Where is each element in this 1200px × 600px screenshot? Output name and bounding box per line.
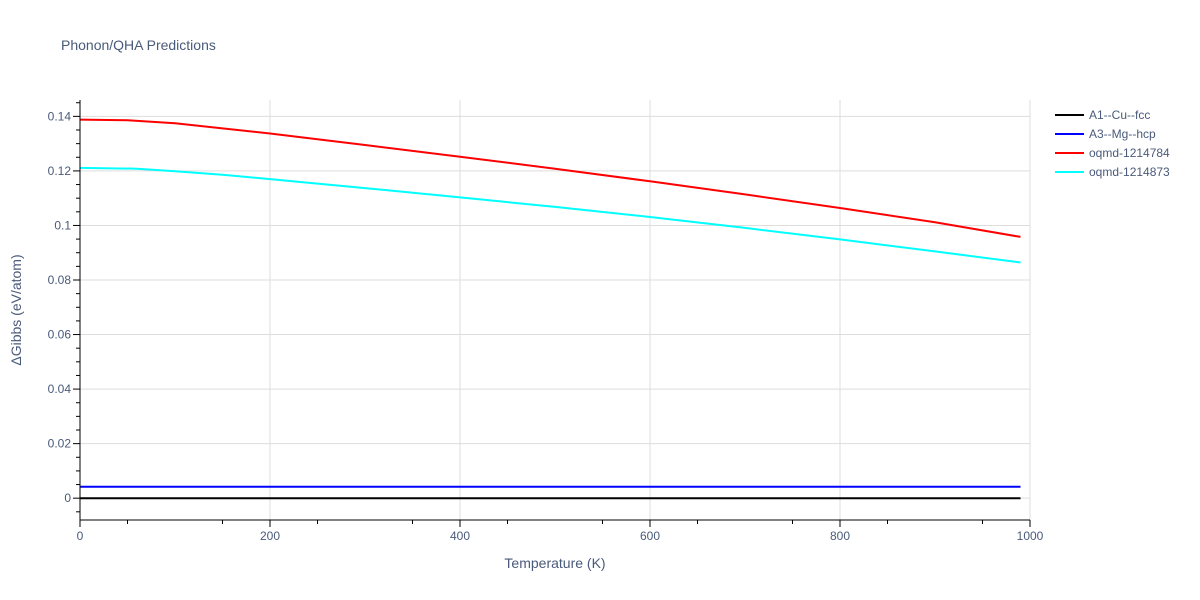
- y-tick-label: 0.12: [48, 164, 72, 178]
- y-tick-label: 0: [64, 491, 71, 505]
- axes: [79, 100, 1030, 521]
- legend-label: A3--Mg--hcp: [1089, 127, 1156, 141]
- x-tick-label: 600: [640, 529, 660, 543]
- legend-item[interactable]: A3--Mg--hcp: [1055, 127, 1156, 141]
- y-tick-label: 0.1: [54, 218, 71, 232]
- x-tick-label: 800: [830, 529, 850, 543]
- chart-title: Phonon/QHA Predictions: [61, 37, 216, 53]
- x-axis-ticks: 0 200 400 600 800 1000: [77, 520, 1044, 543]
- x-tick-label: 0: [77, 529, 84, 543]
- y-tick-label: 0.14: [48, 109, 72, 123]
- y-tick-label: 0.02: [48, 437, 72, 451]
- y-tick-label: 0.04: [48, 382, 72, 396]
- series-group: [79, 118, 1021, 500]
- legend-label: oqmd-1214873: [1089, 165, 1170, 179]
- x-tick-label: 200: [260, 529, 280, 543]
- x-tick-label: 400: [450, 529, 470, 543]
- legend-label: oqmd-1214784: [1089, 146, 1170, 160]
- y-tick-label: 0.08: [48, 273, 72, 287]
- series-line-oqmd-1214873: [79, 166, 1021, 264]
- legend-item[interactable]: oqmd-1214873: [1055, 165, 1170, 179]
- x-tick-label: 1000: [1017, 529, 1044, 543]
- y-axis-title: ΔGibbs (eV/atom): [8, 254, 24, 365]
- y-axis-ticks: 0 0.02 0.04 0.06 0.08 0.1 0.12 0.14: [48, 102, 80, 513]
- legend[interactable]: A1--Cu--fcc A3--Mg--hcp oqmd-1214784 oqmd-1…: [1055, 108, 1170, 179]
- legend-item[interactable]: oqmd-1214784: [1055, 146, 1170, 160]
- series-line-oqmd-1214784: [79, 118, 1021, 238]
- y-tick-label: 0.06: [48, 328, 72, 342]
- grid: [80, 100, 1031, 520]
- legend-label: A1--Cu--fcc: [1089, 108, 1150, 122]
- x-axis-title: Temperature (K): [504, 555, 605, 571]
- legend-item[interactable]: A1--Cu--fcc: [1055, 108, 1150, 122]
